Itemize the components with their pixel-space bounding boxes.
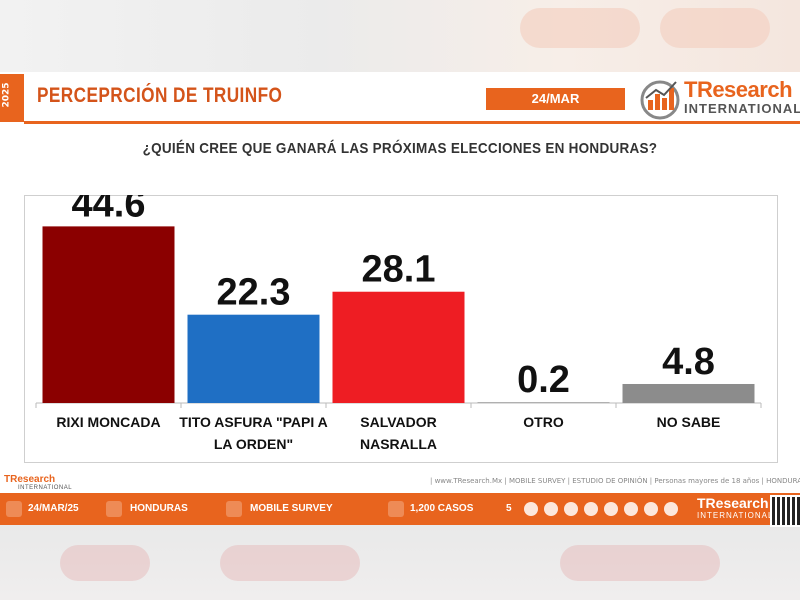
header-divider [24,121,800,124]
page-title: PERCEPRCIÓN DE TRUINFO [37,84,283,107]
twitter-icon[interactable] [604,502,618,516]
blur-blob [60,545,150,581]
bar-2 [332,291,465,403]
calendar-icon [6,501,22,517]
x-tick-label-1: LA ORDEN" [214,436,293,452]
bar-4 [622,383,755,403]
bar-3 [477,402,610,403]
small-logo-subtitle: INTERNATIONAL [18,485,73,491]
footer-bar: 24/MAR/25 HONDURAS MOBILE SURVEY 1,200 C… [0,493,800,525]
people-icon [106,501,122,517]
bar-0 [42,226,175,403]
eye-icon [388,501,404,517]
logo-wordmark: TResearch [684,77,793,102]
tresearch-logo: TResearch INTERNATIONAL [638,76,800,120]
footer-logo-subtitle: INTERNATIONAL [697,511,774,520]
x-tick-label-2: NASRALLA [360,436,437,452]
telegram-icon[interactable] [564,502,578,516]
small-logo-wordmark: TResearch [4,474,56,485]
year-label: 2025 [1,82,12,108]
year-tab: 2025 [0,74,24,122]
qr-code-icon[interactable] [770,495,800,527]
blurred-bottom-background [0,525,800,600]
data-label-3: 0.2 [517,359,570,401]
blur-blob [220,545,360,581]
footer-page-number: 5 [506,503,512,514]
data-label-4: 4.8 [662,341,715,383]
x-tick-label-3: OTRO [523,414,564,430]
data-label-2: 28.1 [362,249,436,291]
footer-method: MOBILE SURVEY [250,503,333,514]
web-icon[interactable] [524,502,538,516]
blur-blob [520,8,640,48]
linkedin-icon[interactable] [644,502,658,516]
blur-blob [560,545,720,581]
bar-chart: 44.6 RIXI MONCADA 22.3 TITO ASFURA "PAPI A L… [35,195,762,452]
x-tick-label-1: TITO ASFURA "PAPI A [179,414,327,430]
blur-blob [660,8,770,48]
x-tick-label-4: NO SABE [657,414,721,430]
footer-date: 24/MAR/25 [28,503,79,514]
blurred-top-background [0,0,800,72]
survey-question-text: ¿QUIÉN CREE QUE GANARÁ LAS PRÓXIMAS ELEC… [142,140,658,157]
data-label-1: 22.3 [217,272,291,314]
logo-chart-icon [640,80,680,120]
footer-logo-wordmark: TResearch [697,495,769,511]
survey-question: ¿QUIÉN CREE QUE GANARÁ LAS PRÓXIMAS ELEC… [0,140,800,157]
x-tick-label-2: SALVADOR [360,414,436,430]
data-label-0: 44.6 [72,195,146,225]
x-tick-label-0: RIXI MONCADA [56,414,160,430]
source-note: | www.TResearch.Mx | MOBILE SURVEY | EST… [430,477,800,485]
date-badge: 24/MAR [486,88,625,110]
facebook-icon[interactable] [624,502,638,516]
logo-subtitle: INTERNATIONAL [684,101,800,116]
footer-cases: 1,200 CASOS [410,503,474,514]
youtube-icon[interactable] [664,502,678,516]
phone-icon [226,501,242,517]
youtube-icon[interactable] [584,502,598,516]
footer-country: HONDURAS [130,503,188,514]
whatsapp-icon[interactable] [544,502,558,516]
bar-1 [187,314,320,403]
small-logo: TResearch [4,474,55,485]
